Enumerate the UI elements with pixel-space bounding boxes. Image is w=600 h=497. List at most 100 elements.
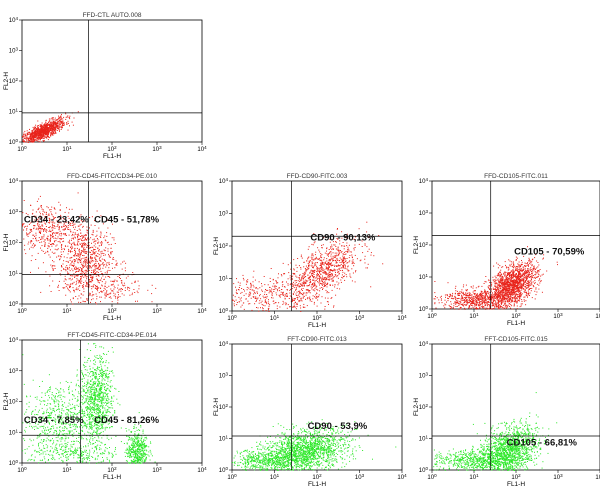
event-dot [100, 260, 102, 262]
event-dot [98, 264, 100, 266]
event-dot [45, 131, 47, 133]
event-dot [51, 126, 53, 128]
event-dot [58, 121, 60, 123]
event-dot [507, 287, 509, 289]
event-dot [110, 252, 112, 254]
event-dot [319, 275, 321, 277]
event-dot [332, 248, 334, 250]
event-dot [98, 249, 100, 251]
event-dot [78, 228, 80, 230]
event-dot [78, 279, 80, 281]
event-dot [243, 289, 245, 290]
event-dot [523, 279, 524, 281]
event-dot [47, 126, 49, 128]
event-dot [290, 283, 292, 285]
event-dot [55, 217, 57, 218]
event-dot [344, 245, 346, 247]
event-dot [493, 288, 495, 290]
event-dot [367, 263, 369, 265]
event-dot [308, 262, 310, 263]
event-dot [515, 280, 517, 282]
event-dot [65, 113, 67, 115]
event-dot [63, 256, 65, 258]
event-dot [43, 236, 45, 238]
event-dot [100, 287, 101, 289]
event-dot [295, 293, 297, 295]
event-dot [294, 298, 296, 300]
event-dot [524, 296, 526, 298]
event-dot [515, 287, 517, 289]
event-dot [522, 270, 524, 271]
event-dot [525, 273, 527, 275]
event-dot [81, 250, 83, 252]
event-dot [78, 238, 80, 240]
event-dot [283, 273, 285, 275]
event-dot [82, 287, 84, 288]
event-dot [96, 255, 98, 257]
event-dot [500, 273, 502, 275]
event-dot [516, 308, 518, 310]
event-dot [75, 244, 77, 246]
event-dot [328, 275, 330, 277]
event-dot [68, 272, 70, 274]
event-dot [503, 289, 505, 290]
event-dot [59, 217, 61, 219]
y-tick-label: 103 [9, 46, 19, 55]
y-tick-label: 103 [219, 209, 229, 218]
event-dot [279, 296, 281, 298]
event-dot [512, 276, 514, 278]
event-dot [91, 295, 93, 297]
event-dot [76, 278, 78, 280]
event-dot [324, 272, 326, 274]
event-dot [75, 250, 76, 252]
event-dot [93, 253, 95, 255]
event-dot [319, 278, 320, 280]
event-dot [342, 255, 344, 257]
event-dot [520, 283, 522, 285]
event-dot [298, 285, 300, 287]
event-dot [264, 284, 266, 286]
event-dot [518, 275, 520, 277]
event-dot [99, 236, 101, 238]
event-dot [35, 228, 37, 230]
event-dot [313, 277, 315, 279]
event-dot [40, 226, 42, 228]
event-dot [41, 125, 43, 127]
event-dot [54, 226, 56, 227]
event-dot [272, 278, 274, 280]
event-dot [298, 265, 300, 267]
event-dot [327, 264, 329, 266]
event-dot [243, 308, 245, 310]
event-dot [108, 253, 109, 255]
event-dot [79, 259, 80, 260]
event-dot [95, 259, 97, 261]
event-dot [25, 137, 27, 139]
event-dot [501, 292, 503, 294]
event-dot [306, 289, 308, 291]
event-dot [528, 257, 530, 259]
event-dot [326, 254, 328, 256]
event-dot [35, 129, 37, 131]
event-dot [49, 120, 51, 122]
event-dot [510, 294, 511, 296]
event-dot [43, 219, 45, 221]
event-dot [107, 248, 109, 250]
event-dot [331, 249, 333, 251]
event-dot [41, 221, 43, 223]
event-dot [61, 124, 63, 126]
event-dot [98, 269, 100, 271]
event-dot [305, 272, 307, 274]
event-dot [44, 132, 46, 134]
event-dot [56, 220, 58, 222]
event-dot [497, 299, 499, 301]
event-dot [540, 280, 542, 282]
event-dot [68, 234, 70, 236]
event-dot [109, 270, 111, 271]
event-dot [112, 257, 114, 258]
event-dot [268, 309, 269, 311]
event-dot [94, 240, 96, 242]
event-dot [504, 275, 506, 277]
event-dot [71, 237, 73, 239]
event-dot [33, 225, 35, 227]
event-dot [292, 285, 294, 287]
